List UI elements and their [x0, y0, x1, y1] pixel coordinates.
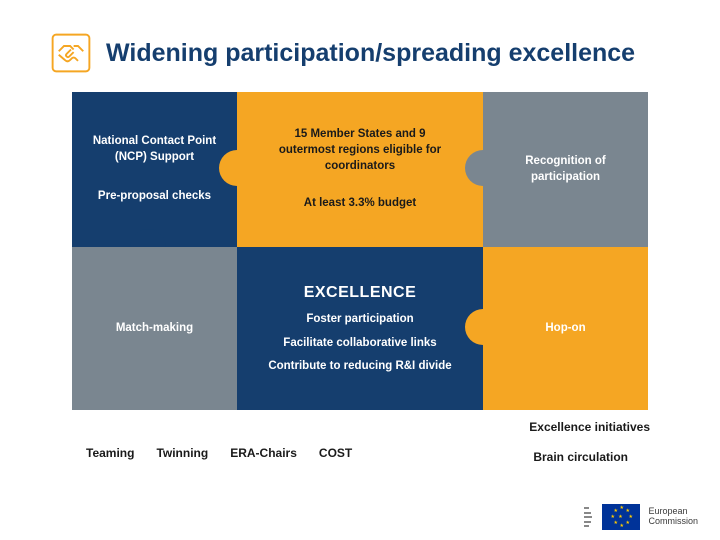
piece-match-making: Match-making [72, 247, 237, 410]
piece-recognition: Recognition of participation [483, 92, 648, 247]
piece-excellence: EXCELLENCE Foster participation Facilita… [237, 247, 483, 410]
piece-text: Recognition of participation [506, 154, 626, 185]
piece-text: Hop-on [545, 321, 585, 337]
piece-text: Match-making [116, 321, 193, 337]
puzzle-grid: National Contact Point (NCP) Support Pre… [72, 92, 648, 410]
brain-circulation-label: Brain circulation [533, 450, 628, 464]
piece-text: 15 Member States and 9 outermost regions… [270, 127, 450, 174]
initiative-teaming: Teaming [86, 446, 134, 460]
handshake-icon [50, 32, 92, 74]
piece-text: Foster participation [306, 312, 413, 328]
initiatives-row: Teaming Twinning ERA-Chairs COST [86, 446, 352, 460]
slide-header: Widening participation/spreading excelle… [50, 32, 635, 74]
piece-text: At least 3.3% budget [304, 196, 416, 212]
piece-text: Facilitate collaborative links [283, 336, 436, 352]
piece-text: Contribute to reducing R&I divide [268, 359, 451, 375]
excellence-initiatives-label: Excellence initiatives [529, 420, 650, 434]
piece-ncp-support: National Contact Point (NCP) Support Pre… [72, 92, 237, 247]
eu-flag-icon: ★ ★ ★ ★ ★ ★ ★ ★ [602, 504, 640, 530]
initiative-twinning: Twinning [156, 446, 208, 460]
ec-logo: ★ ★ ★ ★ ★ ★ ★ ★ European Commission [584, 504, 698, 530]
piece-text: Pre-proposal checks [98, 189, 211, 205]
initiative-cost: COST [319, 446, 352, 460]
piece-member-states: 15 Member States and 9 outermost regions… [237, 92, 483, 247]
ec-text-line2: Commission [648, 517, 698, 527]
ec-logo-bars-icon [584, 507, 592, 527]
excellence-title: EXCELLENCE [304, 282, 417, 304]
piece-text: National Contact Point (NCP) Support [80, 134, 229, 165]
initiative-era-chairs: ERA-Chairs [230, 446, 297, 460]
piece-hop-on: Hop-on [483, 247, 648, 410]
slide-title: Widening participation/spreading excelle… [106, 39, 635, 68]
eu-stars-icon: ★ ★ ★ ★ ★ ★ ★ ★ [611, 507, 631, 527]
ec-logo-text: European Commission [648, 507, 698, 527]
